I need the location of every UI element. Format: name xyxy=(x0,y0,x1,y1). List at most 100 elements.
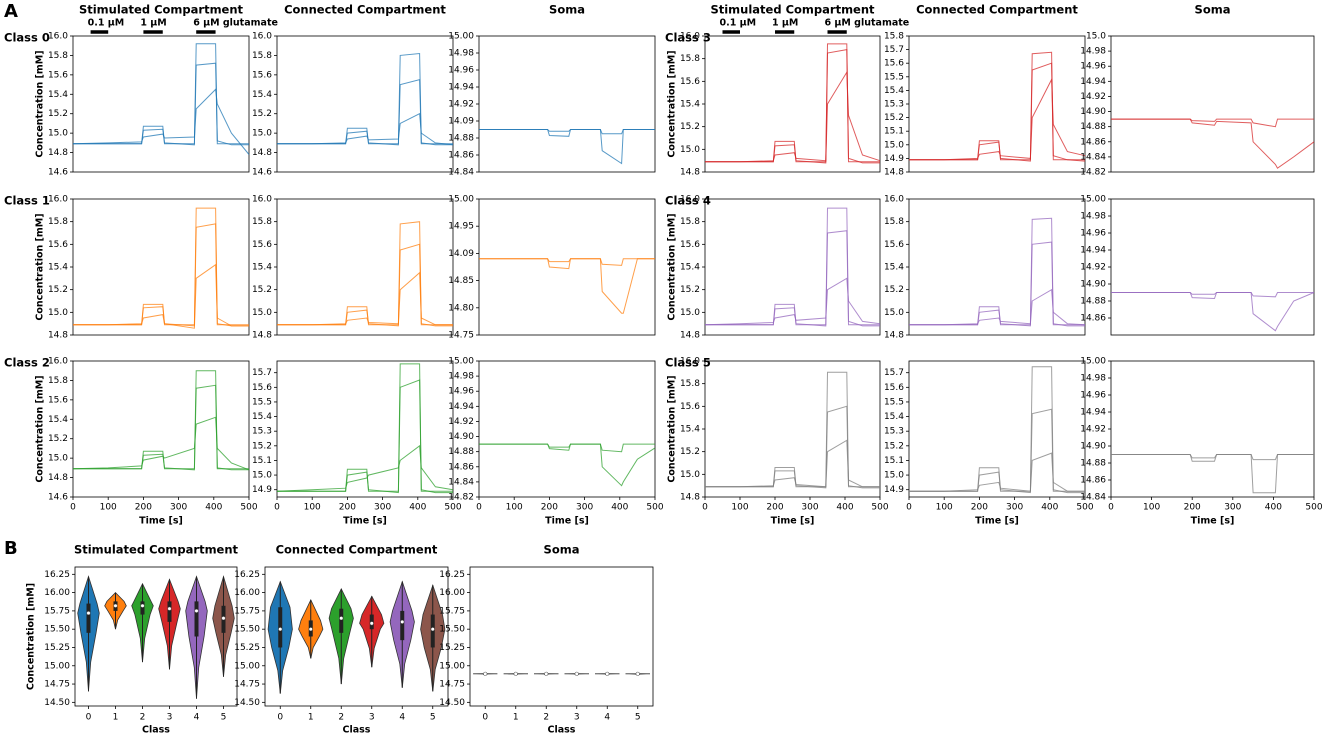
y-tick-label: 15.6 xyxy=(884,240,904,250)
x-tick-label: 0 xyxy=(277,713,283,723)
y-tick-label: 15.00 xyxy=(448,357,474,367)
y-tick-label: 15.0 xyxy=(252,129,272,139)
trace xyxy=(1111,118,1314,128)
y-tick-label: 14.75 xyxy=(44,680,70,690)
y-tick-label: 15.4 xyxy=(884,412,904,422)
plot-frame xyxy=(264,566,449,707)
plot-frame xyxy=(276,360,454,498)
violin-median xyxy=(86,611,91,616)
y-tick-label: 15.00 xyxy=(448,32,474,42)
x-tick-label: 300 xyxy=(1006,503,1023,513)
y-tick-label: 15.4 xyxy=(252,263,272,273)
x-axis-label: Class xyxy=(343,725,371,736)
y-tick-label: 15.3 xyxy=(252,427,272,437)
stimulus-label: 0.1 µM xyxy=(88,18,125,29)
y-tick-label: 15.7 xyxy=(252,368,272,378)
y-tick-label: 14.8 xyxy=(680,168,700,178)
y-tick-label: 14.6 xyxy=(48,168,68,178)
x-tick-label: 3 xyxy=(167,713,173,723)
violin-box xyxy=(339,608,344,633)
y-tick-label: 15.2 xyxy=(252,441,272,451)
x-tick-label: 300 xyxy=(170,503,187,513)
x-tick-label: 2 xyxy=(543,713,549,723)
x-tick-label: 2 xyxy=(338,713,344,723)
x-tick-label: 400 xyxy=(836,503,853,513)
trace xyxy=(909,408,1085,494)
y-tick-label: 15.0 xyxy=(680,308,700,318)
y-tick-label: 14.80 xyxy=(448,303,474,313)
chart-title: Soma xyxy=(1195,3,1231,17)
x-tick-label: 5 xyxy=(635,713,641,723)
trace xyxy=(705,49,880,164)
y-tick-label: 14.96 xyxy=(448,387,474,397)
x-tick-label: 100 xyxy=(506,503,523,513)
y-tick-label: 15.4 xyxy=(252,90,272,100)
x-axis-label: Time [s] xyxy=(1191,516,1235,527)
chart-title: Soma xyxy=(544,543,580,557)
x-tick-label: 3 xyxy=(574,713,580,723)
y-tick-label: 15.8 xyxy=(680,54,700,64)
y-tick-label: 15.6 xyxy=(252,383,272,393)
y-tick-label: 15.4 xyxy=(48,263,68,273)
y-axis-label: Concentration [mM] xyxy=(667,50,678,157)
plot-frame xyxy=(478,360,656,498)
plot-frame xyxy=(74,566,238,707)
y-tick-label: 15.7 xyxy=(884,368,904,378)
y-tick-label: 15.4 xyxy=(680,100,700,110)
violin-median xyxy=(483,671,488,676)
y-tick-label: 16.00 xyxy=(439,588,465,598)
y-tick-label: 14.85 xyxy=(448,276,474,286)
x-axis-label: Time [s] xyxy=(139,516,183,527)
violin-median xyxy=(544,671,549,676)
y-tick-label: 15.6 xyxy=(252,70,272,80)
trace xyxy=(73,62,249,146)
x-tick-label: 1 xyxy=(113,713,119,723)
y-tick-label: 15.8 xyxy=(680,379,700,389)
y-tick-label: 14.88 xyxy=(1080,459,1106,469)
y-tick-label: 15.2 xyxy=(48,434,68,444)
y-tick-label: 15.0 xyxy=(680,145,700,155)
x-tick-label: 100 xyxy=(731,503,748,513)
y-tick-label: 15.00 xyxy=(439,661,465,671)
y-tick-label: 14.96 xyxy=(448,66,474,76)
y-tick-label: 14.98 xyxy=(1080,47,1106,57)
y-tick-label: 16.0 xyxy=(252,195,272,205)
trace xyxy=(705,43,880,163)
y-tick-label: 15.4 xyxy=(680,263,700,273)
x-axis-label: Class xyxy=(548,725,576,736)
y-tick-label: 14.86 xyxy=(448,151,474,161)
y-tick-label: 15.4 xyxy=(48,90,68,100)
y-tick-label: 15.00 xyxy=(448,195,474,205)
trace xyxy=(909,77,1086,161)
y-tick-label: 15.75 xyxy=(44,606,70,616)
x-tick-label: 200 xyxy=(135,503,152,513)
y-tick-label: 16.25 xyxy=(234,570,260,580)
y-tick-label: 15.0 xyxy=(884,140,904,150)
x-axis-label: Time [s] xyxy=(545,516,589,527)
x-tick-label: 100 xyxy=(936,503,953,513)
trace xyxy=(704,277,881,326)
x-tick-label: 500 xyxy=(871,503,888,513)
plot-frame xyxy=(704,35,881,173)
y-tick-label: 14.6 xyxy=(252,168,272,178)
y-axis-label: Concentration [mM] xyxy=(35,50,46,157)
y-tick-label: 14.82 xyxy=(448,493,474,503)
class-label: Class 1 xyxy=(4,194,50,208)
trace xyxy=(909,217,1085,326)
y-tick-label: 15.2 xyxy=(884,113,904,123)
y-tick-label: 15.6 xyxy=(252,240,272,250)
violin-median xyxy=(369,621,374,626)
x-tick-label: 200 xyxy=(766,503,783,513)
y-tick-label: 16.00 xyxy=(44,588,70,598)
y-tick-label: 15.3 xyxy=(884,427,904,437)
violin-median xyxy=(605,671,610,676)
trace xyxy=(73,43,249,145)
violin-median xyxy=(339,616,344,621)
trace xyxy=(73,263,249,329)
y-tick-label: 14.96 xyxy=(1080,62,1106,72)
trace xyxy=(909,241,1085,327)
y-tick-label: 14.86 xyxy=(448,462,474,472)
y-tick-label: 14.96 xyxy=(1080,391,1106,401)
y-tick-label: 15.6 xyxy=(48,240,68,250)
x-tick-label: 500 xyxy=(240,503,257,513)
